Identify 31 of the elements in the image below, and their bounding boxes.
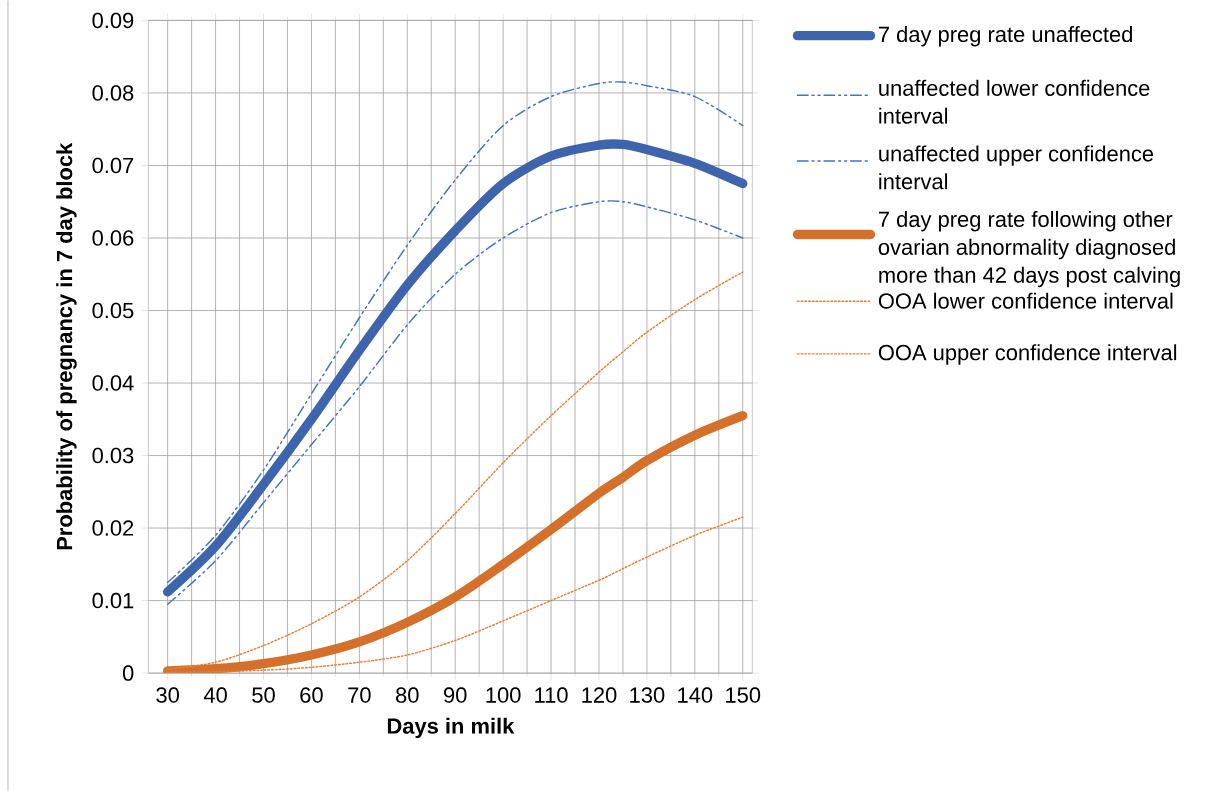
x-tick-label: 110 — [535, 687, 568, 703]
legend-label: OOA upper confidence interval — [878, 344, 1177, 365]
y-tick-label: 0.06 — [92, 230, 134, 246]
y-tick-label: 0.05 — [92, 302, 134, 319]
y-axis-title: Probability of pregnancy in 7 day block — [56, 142, 77, 550]
legend-label: OOA lower confidence interval — [878, 292, 1173, 309]
x-tick-label: 40 — [203, 687, 227, 703]
y-tick-label: 0.08 — [92, 85, 134, 101]
x-tick-label: 60 — [300, 687, 323, 703]
legend-label: unaffected upper confidence interval — [879, 145, 1154, 190]
y-tick-label: 0.07 — [92, 157, 134, 174]
x-tick-label: 150 — [726, 687, 761, 703]
y-tick-label: 0 — [122, 665, 134, 681]
y-tick-label: 0.03 — [92, 447, 134, 464]
x-tick-label: 90 — [444, 687, 467, 703]
x-tick-label: 140 — [678, 687, 713, 703]
x-tick-label: 80 — [396, 687, 419, 703]
x-tick-label: 130 — [630, 687, 665, 703]
legend-label: 7 day preg rate unaffected — [878, 25, 1132, 47]
x-tick-label: 100 — [486, 687, 521, 703]
x-tick-label: 70 — [348, 687, 371, 703]
legend-label: 7 day preg rate following other ovarian abnormality diagnosed more than 42 days post calving — [878, 210, 1180, 288]
legend-label: unaffected lower confidence interval — [879, 79, 1150, 124]
x-axis-title: Days in milk — [387, 717, 515, 739]
y-tick-label: 0.09 — [92, 12, 134, 29]
x-tick-label: 30 — [156, 687, 179, 703]
y-tick-label: 0.01 — [92, 592, 134, 609]
x-tick-label: 50 — [252, 687, 275, 703]
y-tick-label: 0.04 — [92, 375, 134, 391]
y-tick-label: 0.02 — [92, 520, 134, 536]
x-tick-label: 120 — [582, 687, 617, 703]
